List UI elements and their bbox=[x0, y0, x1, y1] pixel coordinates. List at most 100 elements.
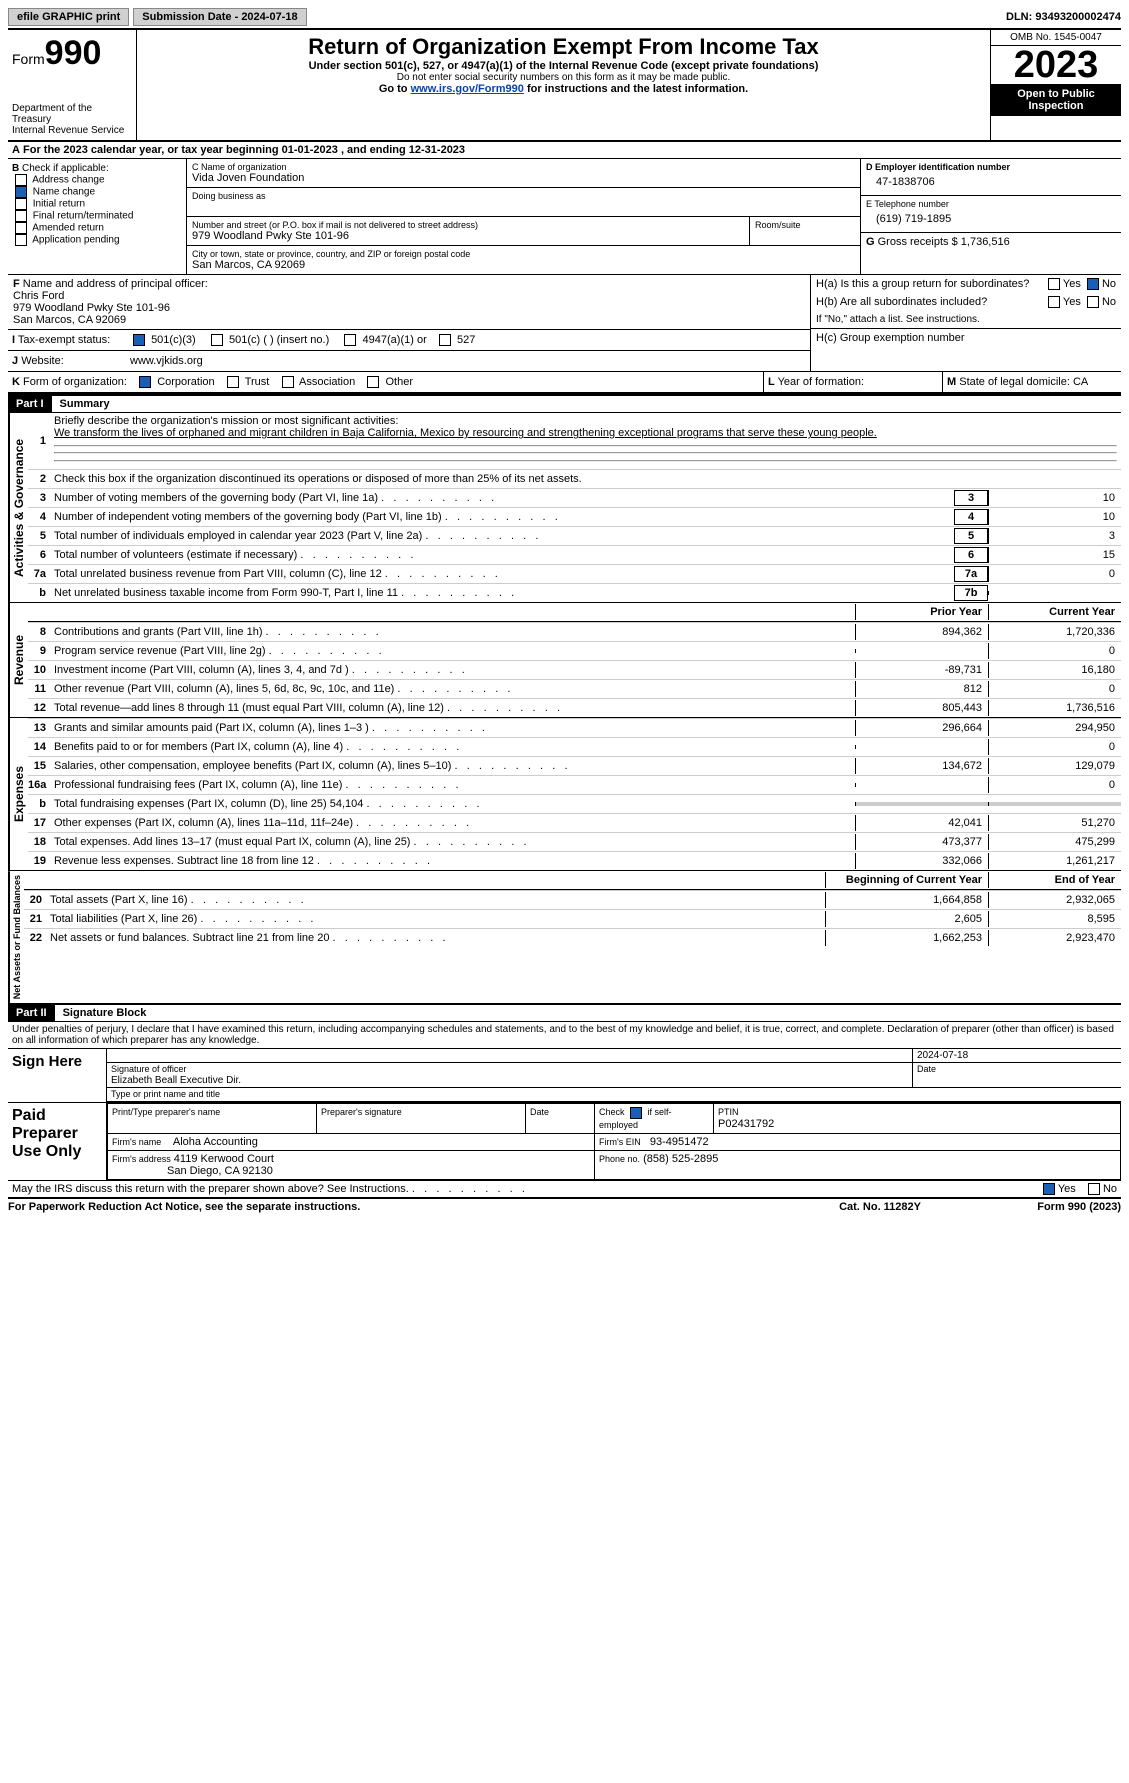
501c-checkbox[interactable] bbox=[211, 334, 223, 346]
phone-value: (619) 719-1895 bbox=[866, 209, 1116, 229]
line-val: 10 bbox=[988, 490, 1121, 506]
line-box: 4 bbox=[954, 509, 988, 525]
curr-val: 475,299 bbox=[988, 834, 1121, 850]
city-label: City or town, state or province, country… bbox=[192, 249, 855, 259]
row-desc: Benefits paid to or for members (Part IX… bbox=[50, 739, 855, 755]
k-text: Form of organization: bbox=[23, 376, 127, 388]
efile-button[interactable]: efile GRAPHIC print bbox=[8, 8, 129, 26]
form-word: Form bbox=[12, 51, 45, 67]
prior-val: 1,664,858 bbox=[825, 892, 988, 908]
527-checkbox[interactable] bbox=[439, 334, 451, 346]
g-text: Gross receipts $ bbox=[878, 236, 958, 248]
self-emp-lbl: Check if self-employed bbox=[599, 1107, 672, 1130]
prior-val: 332,066 bbox=[855, 853, 988, 869]
4947-checkbox[interactable] bbox=[344, 334, 356, 346]
form-number-cell: Form990 Department of the Treasury Inter… bbox=[8, 30, 137, 140]
prep-date-lbl: Date bbox=[530, 1107, 549, 1117]
row-desc: Other expenses (Part IX, column (A), lin… bbox=[50, 815, 855, 831]
self-emp-checkbox[interactable] bbox=[630, 1107, 642, 1119]
l-label: L bbox=[768, 376, 775, 388]
prior-val: 805,443 bbox=[855, 700, 988, 716]
tax-year: 2023 bbox=[991, 46, 1121, 84]
assoc-checkbox[interactable] bbox=[282, 376, 294, 388]
j-text: Website: bbox=[21, 355, 64, 367]
m-label: M bbox=[947, 376, 956, 388]
b-opt-checkbox[interactable] bbox=[15, 234, 27, 246]
no-label: No bbox=[1102, 278, 1116, 290]
line-val: 0 bbox=[988, 566, 1121, 582]
goto-pre: Go to bbox=[379, 83, 411, 95]
row-desc: Total fundraising expenses (Part IX, col… bbox=[50, 796, 855, 812]
date-label: Date bbox=[917, 1064, 936, 1074]
line-box: 7a bbox=[954, 566, 988, 582]
curr-val: 8,595 bbox=[988, 911, 1121, 927]
ha-yes[interactable] bbox=[1048, 278, 1060, 290]
b-opt-checkbox[interactable] bbox=[15, 198, 27, 210]
trust-checkbox[interactable] bbox=[227, 376, 239, 388]
footer-mid: Cat. No. 11282Y bbox=[839, 1201, 921, 1213]
hb-no[interactable] bbox=[1087, 296, 1099, 308]
hb-note: If "No," attach a list. See instructions… bbox=[811, 311, 1121, 328]
officer-city: San Marcos, CA 92069 bbox=[13, 314, 126, 326]
summary-desc: Total unrelated business revenue from Pa… bbox=[50, 566, 954, 582]
e-label: E Telephone number bbox=[866, 199, 1116, 209]
discuss-yes[interactable] bbox=[1043, 1183, 1055, 1195]
ha-no[interactable] bbox=[1087, 278, 1099, 290]
curr-val: 1,261,217 bbox=[988, 853, 1121, 869]
website-value: www.vjkids.org bbox=[126, 351, 810, 371]
row-desc: Total assets (Part X, line 16) bbox=[46, 892, 825, 908]
part1-num: Part I bbox=[8, 396, 52, 412]
ein-value: 47-1838706 bbox=[866, 172, 1116, 192]
curr-val: 0 bbox=[988, 681, 1121, 697]
m-val: CA bbox=[1073, 376, 1088, 388]
row-desc: Total expenses. Add lines 13–17 (must eq… bbox=[50, 834, 855, 850]
no-label-3: No bbox=[1103, 1183, 1117, 1195]
yes-label-2: Yes bbox=[1063, 296, 1081, 308]
firm-name: Aloha Accounting bbox=[173, 1136, 258, 1148]
irs-link[interactable]: www.irs.gov/Form990 bbox=[411, 83, 524, 95]
l2-desc: Check this box if the organization disco… bbox=[50, 471, 1121, 487]
discuss-text: May the IRS discuss this return with the… bbox=[12, 1183, 1040, 1195]
b-opt-checkbox[interactable] bbox=[15, 186, 27, 198]
d-label: D Employer identification number bbox=[866, 162, 1116, 172]
f-label: F bbox=[13, 278, 20, 290]
i-527: 527 bbox=[457, 334, 475, 346]
b-opt-checkbox[interactable] bbox=[15, 222, 27, 234]
no-label-2: No bbox=[1102, 296, 1116, 308]
b-opt-checkbox[interactable] bbox=[15, 210, 27, 222]
dept-treasury: Department of the Treasury bbox=[12, 103, 132, 125]
yes-label: Yes bbox=[1063, 278, 1081, 290]
open-public: Open to Public Inspection bbox=[991, 84, 1121, 116]
firm-ein: 93-4951472 bbox=[650, 1136, 709, 1148]
discuss-no[interactable] bbox=[1088, 1183, 1100, 1195]
officer-name: Chris Ford bbox=[13, 290, 64, 302]
b-check-label: Check if applicable: bbox=[22, 163, 109, 174]
l1-desc: Briefly describe the organization's miss… bbox=[54, 415, 398, 427]
b-opt-checkbox[interactable] bbox=[15, 174, 27, 186]
other-checkbox[interactable] bbox=[367, 376, 379, 388]
corp-checkbox[interactable] bbox=[139, 376, 151, 388]
k-other: Other bbox=[385, 376, 413, 388]
sign-date: 2024-07-18 bbox=[912, 1049, 1121, 1063]
submission-date-button[interactable]: Submission Date - 2024-07-18 bbox=[133, 8, 306, 26]
501c3-checkbox[interactable] bbox=[133, 334, 145, 346]
hb-yes[interactable] bbox=[1048, 296, 1060, 308]
line-box: 5 bbox=[954, 528, 988, 544]
summary-desc: Net unrelated business taxable income fr… bbox=[50, 585, 954, 601]
summary-desc: Number of independent voting members of … bbox=[50, 509, 954, 525]
tab-activities: Activities & Governance bbox=[8, 413, 28, 602]
k-label: K bbox=[12, 376, 20, 388]
row-desc: Total revenue—add lines 8 through 11 (mu… bbox=[50, 700, 855, 716]
tab-netassets: Net Assets or Fund Balances bbox=[8, 871, 24, 1003]
row-desc: Revenue less expenses. Subtract line 18 … bbox=[50, 853, 855, 869]
row-desc: Total liabilities (Part X, line 26) bbox=[46, 911, 825, 927]
no-ssn-warning: Do not enter social security numbers on … bbox=[141, 72, 986, 83]
firm-ein-lbl: Firm's EIN bbox=[599, 1137, 641, 1147]
ha-text: H(a) Is this a group return for subordin… bbox=[816, 278, 1029, 290]
l-text: Year of formation: bbox=[778, 376, 864, 388]
eoy-hdr: End of Year bbox=[988, 872, 1121, 888]
yes-label-3: Yes bbox=[1058, 1183, 1076, 1195]
line-box: 6 bbox=[954, 547, 988, 563]
sign-here-label: Sign Here bbox=[8, 1049, 106, 1102]
prior-val bbox=[855, 783, 988, 787]
